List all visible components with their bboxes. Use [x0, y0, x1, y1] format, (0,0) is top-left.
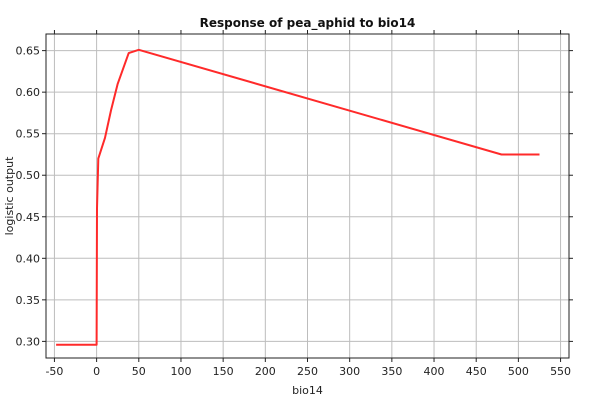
x-axis-label: bio14 [292, 384, 323, 397]
y-tick-label: 0.55 [16, 128, 41, 141]
y-axis-label: logistic output [3, 156, 16, 235]
x-tick-label: 400 [424, 365, 445, 378]
y-tick-label: 0.40 [16, 252, 41, 265]
y-tick-label: 0.50 [16, 169, 41, 182]
x-tick-label: -50 [45, 365, 63, 378]
x-tick-label: 500 [508, 365, 529, 378]
y-tick-label: 0.35 [16, 294, 41, 307]
y-tick-label: 0.60 [16, 86, 41, 99]
x-tick-label: 350 [381, 365, 402, 378]
y-tick-label: 0.30 [16, 335, 41, 348]
grid-layer [46, 34, 569, 358]
x-tick-label: 100 [170, 365, 191, 378]
series-layer [56, 48, 540, 346]
x-tick-label: 550 [550, 365, 571, 378]
x-tick-label: 200 [255, 365, 276, 378]
tick-layer: -50 0 50 100 150 200 250 300 350 400 450 500 550 0.30… [16, 30, 573, 378]
x-tick-label: 150 [213, 365, 234, 378]
chart-title: Response of pea_aphid to bio14 [200, 16, 416, 31]
x-tick-label: 450 [466, 365, 487, 378]
x-tick-label: 50 [132, 365, 146, 378]
x-tick-label: 0 [93, 365, 100, 378]
y-tick-label: 0.45 [16, 211, 41, 224]
y-tick-label: 0.65 [16, 45, 41, 58]
x-tick-label: 300 [339, 365, 360, 378]
x-tick-label: 250 [297, 365, 318, 378]
series-line [56, 48, 540, 346]
